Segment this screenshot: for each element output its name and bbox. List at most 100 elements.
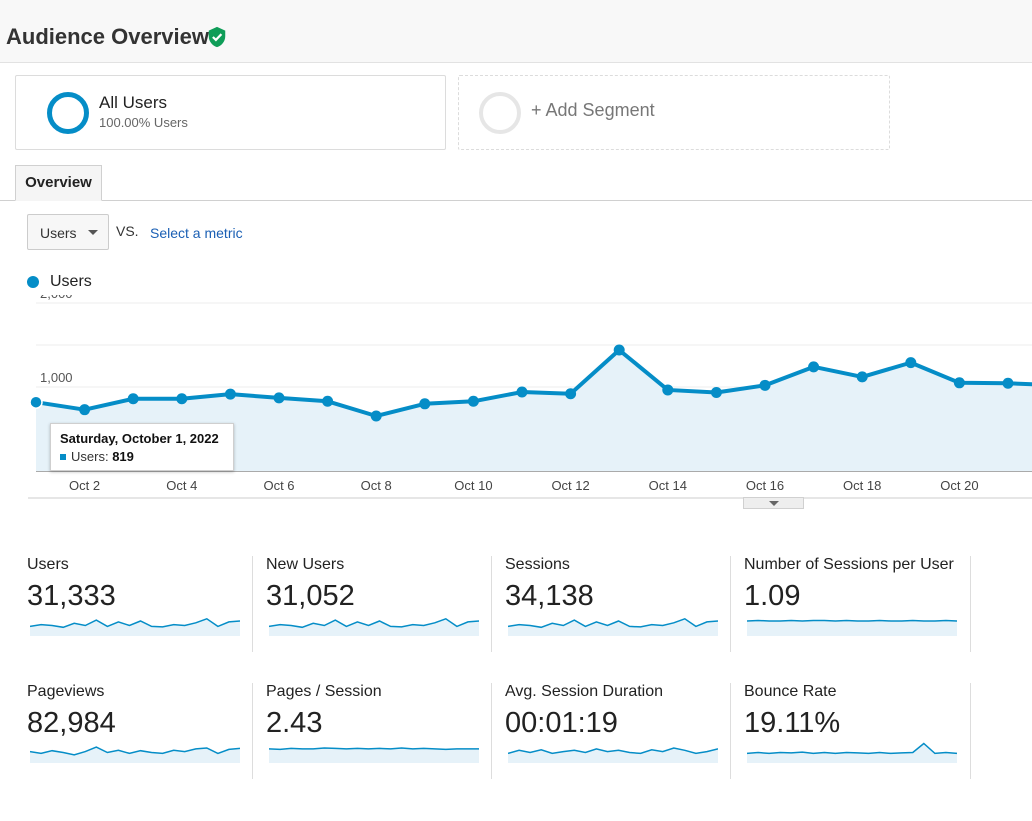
users-data-point[interactable] <box>29 395 43 409</box>
kpi-scorecard[interactable]: Users 31,333 <box>27 556 251 652</box>
users-data-point[interactable] <box>516 386 528 398</box>
segment-name: All Users <box>99 93 168 112</box>
chart-tooltip: Saturday, October 1, 2022 Users: 819 <box>50 423 234 471</box>
kpi-divider <box>252 556 253 652</box>
caret-down-icon <box>769 501 779 506</box>
report-header: Audience Overview <box>0 0 1032 63</box>
empty-segment-ring-icon <box>479 92 521 134</box>
kpi-label: Avg. Session Duration <box>505 683 664 700</box>
users-data-point[interactable] <box>808 361 820 373</box>
x-tick-label: Oct 6 <box>263 478 294 493</box>
metric-selector[interactable]: Users <box>27 214 109 250</box>
segment-card-all-users[interactable]: All Users 100.00% Users <box>15 75 446 150</box>
kpi-scorecard[interactable]: Pageviews 82,984 <box>27 683 251 779</box>
x-tick-label: Oct 16 <box>746 478 784 493</box>
kpi-value: 1.09 <box>744 580 801 612</box>
kpi-sparkline <box>269 617 479 636</box>
segment-subtitle: 100.00% Users <box>99 115 188 130</box>
shield-check-icon <box>208 26 226 48</box>
y-tick-label: 1,000 <box>40 370 73 385</box>
users-data-point[interactable] <box>419 398 431 410</box>
kpi-divider <box>970 683 971 779</box>
vs-label: VS. <box>116 223 139 239</box>
sparkline-area <box>508 618 718 636</box>
kpi-scorecard[interactable]: Bounce Rate 19.11% <box>744 683 968 779</box>
sparkline-area <box>269 748 479 763</box>
users-data-point[interactable] <box>273 392 285 404</box>
x-tick-label: Oct 12 <box>551 478 589 493</box>
users-data-point[interactable] <box>613 344 625 356</box>
kpi-divider <box>730 556 731 652</box>
x-tick-label: Oct 18 <box>843 478 881 493</box>
users-data-point[interactable] <box>1002 377 1014 389</box>
users-data-point[interactable] <box>224 388 236 400</box>
kpi-scorecard[interactable]: New Users 31,052 <box>266 556 490 652</box>
add-segment-label: + Add Segment <box>531 100 655 120</box>
add-segment-button[interactable]: + Add Segment <box>458 75 890 150</box>
users-data-point[interactable] <box>710 386 722 398</box>
users-line-chart[interactable]: 1,000 2,000 Oct 2 Oct 4 Oct 6 Oct 8 Oct 10 Oct … <box>0 295 1032 510</box>
x-tick-label: Oct 8 <box>361 478 392 493</box>
metric-selector-label: Users <box>40 225 77 241</box>
sparkline-line <box>30 617 240 629</box>
kpi-label: Number of Sessions per User <box>744 556 954 573</box>
users-data-point[interactable] <box>905 357 917 369</box>
x-tick-label: Oct 4 <box>166 478 197 493</box>
kpi-sparkline <box>30 617 240 636</box>
kpi-label: Pages / Session <box>266 683 382 700</box>
kpi-label: Users <box>27 556 69 573</box>
kpi-value: 2.43 <box>266 707 323 739</box>
users-data-point[interactable] <box>79 404 91 416</box>
kpi-divider <box>491 683 492 779</box>
sparkline-line <box>269 617 479 629</box>
kpi-label: Bounce Rate <box>744 683 837 700</box>
kpi-scorecard[interactable]: Number of Sessions per User 1.09 <box>744 556 968 652</box>
users-data-point[interactable] <box>467 395 479 407</box>
tooltip-series-swatch <box>60 454 66 460</box>
users-series-line <box>35 348 1032 418</box>
sparkline-area <box>269 618 479 636</box>
kpi-scorecard[interactable]: Avg. Session Duration 00:01:19 <box>505 683 729 779</box>
kpi-sparkline <box>508 617 718 636</box>
tooltip-date: Saturday, October 1, 2022 <box>60 431 219 446</box>
kpi-sparkline <box>508 747 718 763</box>
x-tick-label: Oct 14 <box>649 478 687 493</box>
users-data-point[interactable] <box>127 393 139 405</box>
users-data-point[interactable] <box>565 388 577 400</box>
kpi-sparkline <box>269 747 479 763</box>
kpi-divider <box>730 683 731 779</box>
users-data-point[interactable] <box>856 371 868 383</box>
kpi-scorecard[interactable]: Pages / Session 2.43 <box>266 683 490 779</box>
x-tick-label: Oct 10 <box>454 478 492 493</box>
users-data-point[interactable] <box>322 395 334 407</box>
kpi-value: 34,138 <box>505 580 594 612</box>
kpi-value: 82,984 <box>27 707 116 739</box>
sparkline-line <box>508 747 718 755</box>
users-data-point[interactable] <box>662 384 674 396</box>
segment-ring-icon <box>47 92 89 134</box>
users-data-point[interactable] <box>759 379 771 391</box>
sparkline-area <box>508 748 718 763</box>
sparkline-line <box>30 746 240 756</box>
y-tick-label: 2,000 <box>40 295 73 301</box>
users-data-point[interactable] <box>370 410 382 422</box>
kpi-sparkline <box>747 742 957 763</box>
sparkline-area <box>747 620 957 636</box>
kpi-value: 31,333 <box>27 580 116 612</box>
tab-overview[interactable]: Overview <box>15 165 102 201</box>
tabs-divider <box>0 200 1032 201</box>
kpi-sparkline <box>30 746 240 763</box>
x-tick-label: Oct 20 <box>940 478 978 493</box>
users-data-point[interactable] <box>176 393 188 405</box>
kpi-label: New Users <box>266 556 345 573</box>
chart-collapse-handle[interactable] <box>743 497 804 509</box>
kpi-value: 00:01:19 <box>505 707 618 739</box>
kpi-value: 19.11% <box>744 707 841 739</box>
kpi-divider <box>252 683 253 779</box>
kpi-scorecard[interactable]: Sessions 34,138 <box>505 556 729 652</box>
tooltip-row: Users: 819 <box>71 449 134 464</box>
users-data-point[interactable] <box>953 377 965 389</box>
select-metric-link[interactable]: Select a metric <box>150 225 243 241</box>
sparkline-area <box>30 618 240 636</box>
kpi-divider <box>491 556 492 652</box>
